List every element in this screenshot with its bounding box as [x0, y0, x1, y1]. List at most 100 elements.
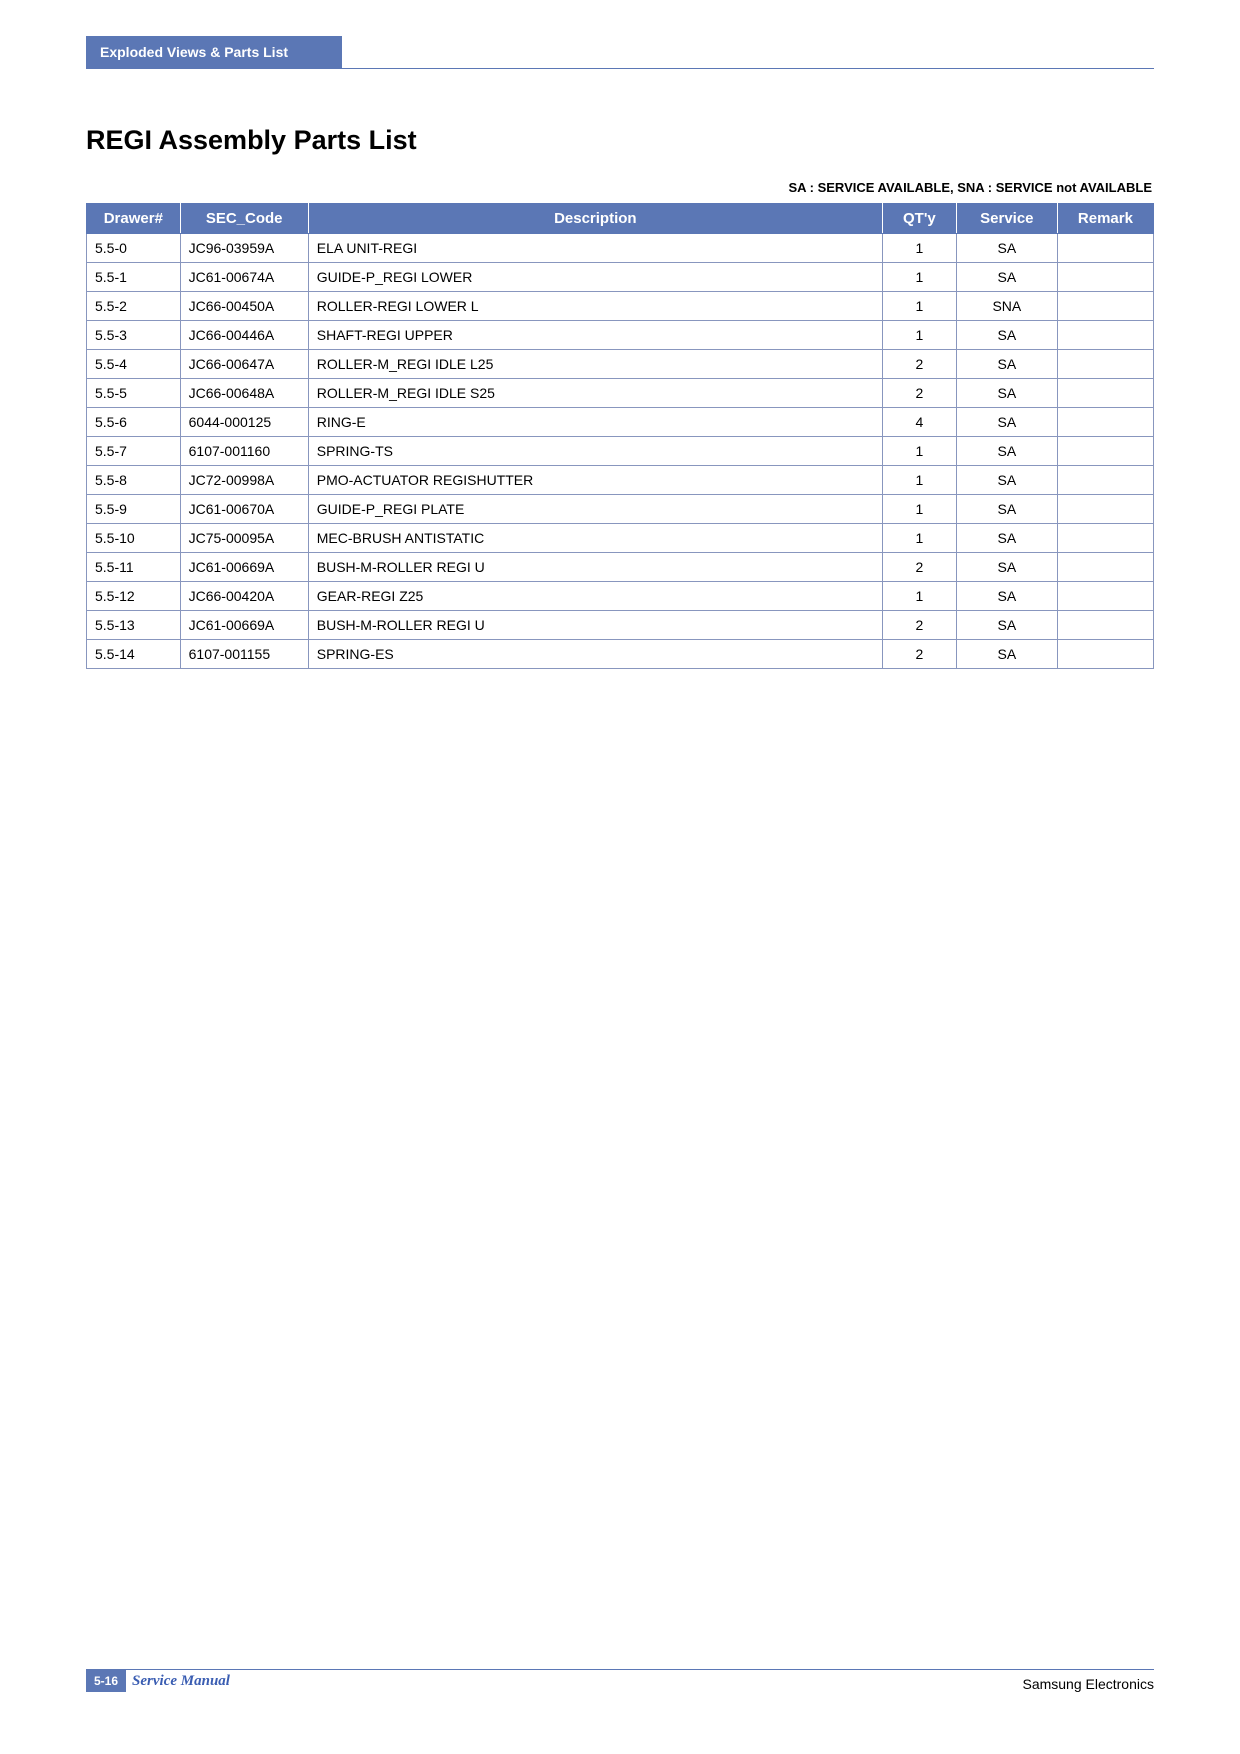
table-cell: 2 [882, 350, 956, 379]
col-header-qty: QT'y [882, 204, 956, 234]
table-cell: SA [956, 553, 1057, 582]
table-cell: JC61-00670A [180, 495, 308, 524]
table-row: 5.5-3JC66-00446ASHAFT-REGI UPPER1SA [87, 321, 1154, 350]
table-cell [1057, 321, 1153, 350]
table-cell: 2 [882, 379, 956, 408]
col-header-remark: Remark [1057, 204, 1153, 234]
header-section-tab: Exploded Views & Parts List [86, 36, 342, 68]
table-cell: 5.5-0 [87, 234, 181, 263]
table-cell: SPRING-TS [308, 437, 882, 466]
table-cell: GUIDE-P_REGI PLATE [308, 495, 882, 524]
table-cell: RING-E [308, 408, 882, 437]
table-cell: 1 [882, 466, 956, 495]
table-cell: ROLLER-M_REGI IDLE S25 [308, 379, 882, 408]
table-cell: SA [956, 466, 1057, 495]
table-cell [1057, 582, 1153, 611]
service-legend: SA : SERVICE AVAILABLE, SNA : SERVICE no… [86, 180, 1152, 195]
table-cell: JC61-00669A [180, 611, 308, 640]
table-cell: GEAR-REGI Z25 [308, 582, 882, 611]
table-row: 5.5-5JC66-00648AROLLER-M_REGI IDLE S252S… [87, 379, 1154, 408]
table-cell: ELA UNIT-REGI [308, 234, 882, 263]
table-cell: 5.5-8 [87, 466, 181, 495]
table-cell: JC61-00674A [180, 263, 308, 292]
table-cell: 1 [882, 437, 956, 466]
table-cell: 1 [882, 582, 956, 611]
table-cell: 5.5-3 [87, 321, 181, 350]
table-cell: 5.5-4 [87, 350, 181, 379]
table-cell: SA [956, 495, 1057, 524]
table-row: 5.5-4JC66-00647AROLLER-M_REGI IDLE L252S… [87, 350, 1154, 379]
table-cell: BUSH-M-ROLLER REGI U [308, 611, 882, 640]
table-cell: JC66-00648A [180, 379, 308, 408]
table-cell: SA [956, 350, 1057, 379]
table-cell [1057, 553, 1153, 582]
table-cell: 5.5-9 [87, 495, 181, 524]
table-cell [1057, 263, 1153, 292]
table-row: 5.5-8JC72-00998APMO-ACTUATOR REGISHUTTER… [87, 466, 1154, 495]
table-row: 5.5-146107-001155SPRING-ES2SA [87, 640, 1154, 669]
table-cell: 2 [882, 553, 956, 582]
manual-label: Service Manual [132, 1673, 230, 1690]
parts-table: Drawer# SEC_Code Description QT'y Servic… [86, 203, 1154, 669]
table-cell: 6107-001155 [180, 640, 308, 669]
table-cell: PMO-ACTUATOR REGISHUTTER [308, 466, 882, 495]
table-cell: 1 [882, 263, 956, 292]
company-name: Samsung Electronics [1022, 1670, 1154, 1692]
table-row: 5.5-0JC96-03959AELA UNIT-REGI1SA [87, 234, 1154, 263]
table-cell: SA [956, 611, 1057, 640]
table-header-row: Drawer# SEC_Code Description QT'y Servic… [87, 204, 1154, 234]
table-cell: JC66-00446A [180, 321, 308, 350]
page-number: 5-16 [86, 1670, 126, 1692]
table-row: 5.5-76107-001160SPRING-TS1SA [87, 437, 1154, 466]
table-cell [1057, 408, 1153, 437]
table-row: 5.5-9JC61-00670AGUIDE-P_REGI PLATE1SA [87, 495, 1154, 524]
table-cell: JC66-00647A [180, 350, 308, 379]
table-cell: 5.5-10 [87, 524, 181, 553]
table-cell: 1 [882, 524, 956, 553]
table-cell: 2 [882, 611, 956, 640]
table-cell: 5.5-1 [87, 263, 181, 292]
table-cell: 4 [882, 408, 956, 437]
col-header-description: Description [308, 204, 882, 234]
table-cell: 1 [882, 321, 956, 350]
table-cell [1057, 495, 1153, 524]
table-cell: 5.5-11 [87, 553, 181, 582]
table-cell: JC61-00669A [180, 553, 308, 582]
table-cell: SHAFT-REGI UPPER [308, 321, 882, 350]
table-row: 5.5-66044-000125RING-E4SA [87, 408, 1154, 437]
table-cell: GUIDE-P_REGI LOWER [308, 263, 882, 292]
table-cell: 1 [882, 234, 956, 263]
table-cell: SPRING-ES [308, 640, 882, 669]
table-cell: 6107-001160 [180, 437, 308, 466]
table-cell [1057, 640, 1153, 669]
table-cell [1057, 437, 1153, 466]
table-cell: 5.5-5 [87, 379, 181, 408]
table-cell: SA [956, 524, 1057, 553]
table-cell: SNA [956, 292, 1057, 321]
table-cell: ROLLER-REGI LOWER L [308, 292, 882, 321]
table-row: 5.5-12JC66-00420AGEAR-REGI Z251SA [87, 582, 1154, 611]
table-cell [1057, 524, 1153, 553]
table-row: 5.5-10JC75-00095AMEC-BRUSH ANTISTATIC1SA [87, 524, 1154, 553]
table-cell: 1 [882, 495, 956, 524]
table-cell: 6044-000125 [180, 408, 308, 437]
table-cell: 1 [882, 292, 956, 321]
table-cell: 5.5-13 [87, 611, 181, 640]
table-cell: 5.5-6 [87, 408, 181, 437]
table-cell: JC72-00998A [180, 466, 308, 495]
table-cell: SA [956, 437, 1057, 466]
col-header-service: Service [956, 204, 1057, 234]
table-cell: SA [956, 582, 1057, 611]
table-cell: SA [956, 234, 1057, 263]
table-cell: 5.5-2 [87, 292, 181, 321]
table-cell: 2 [882, 640, 956, 669]
table-cell: JC66-00420A [180, 582, 308, 611]
table-cell: 5.5-7 [87, 437, 181, 466]
table-cell: 5.5-12 [87, 582, 181, 611]
col-header-sec-code: SEC_Code [180, 204, 308, 234]
table-cell: JC75-00095A [180, 524, 308, 553]
table-cell: JC96-03959A [180, 234, 308, 263]
table-cell: SA [956, 321, 1057, 350]
table-row: 5.5-11JC61-00669ABUSH-M-ROLLER REGI U2SA [87, 553, 1154, 582]
col-header-drawer: Drawer# [87, 204, 181, 234]
